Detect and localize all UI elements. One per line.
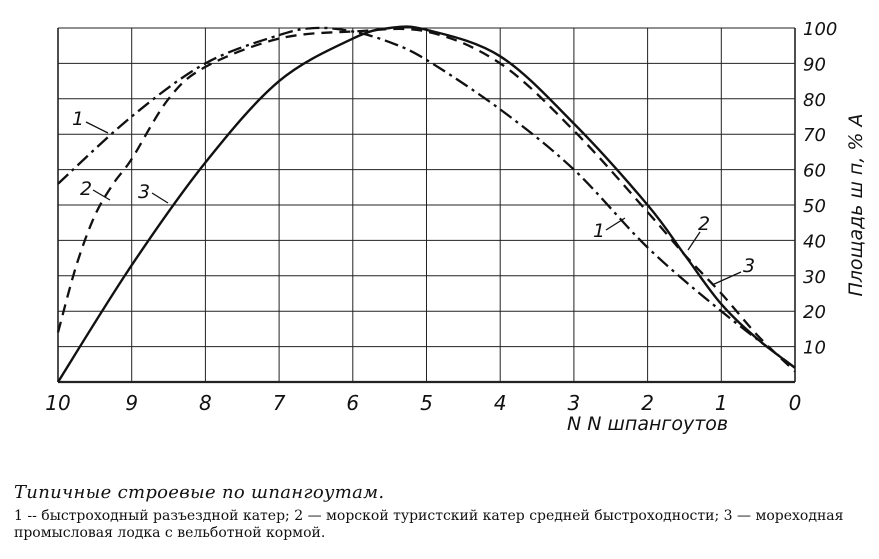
x-tick-labels: 10 9 8 7 6 5 4 3 2 1 0 [45,391,801,415]
x-tick-label: 3 [568,391,581,415]
y-tick-label: 70 [803,125,826,146]
curve-label-leader [711,271,742,286]
caption-legend: 1 -- быстроходный разъездной катер; 2 — … [14,508,844,541]
curve-label-leader [605,217,626,231]
curve-label-leader [687,231,701,251]
x-tick-label: 2 [641,391,654,415]
grid [57,27,796,384]
curve-label-leader [85,121,109,134]
curve-label-leader [92,189,111,201]
series-3-line [56,25,796,383]
series-1-line [57,26,796,369]
curve-label-2: 2 [80,178,92,200]
curves [56,25,796,383]
curve-label-3: 3 [743,255,755,277]
x-axis-label: N N шпангоутов [567,413,728,435]
y-tick-label: 20 [803,302,826,323]
curve-label-3: 3 [138,181,150,203]
y-tick-label: 60 [803,161,826,182]
curve-labels: 1 2 3 1 2 3 [72,108,755,286]
x-tick-label: 7 [273,391,286,415]
x-tick-label: 10 [45,391,70,415]
y-tick-label: 80 [803,90,826,111]
x-tick-label: 0 [789,391,802,415]
y-tick-label: 40 [803,231,826,252]
x-tick-label: 1 [715,391,728,415]
y-tick-label: 100 [803,19,837,40]
x-tick-label: 8 [199,391,212,415]
y-axis-label: Площадь ш п, % A [845,114,867,297]
curve-label-leader [151,192,169,204]
x-tick-label: 4 [494,391,507,415]
y-tick-label: 50 [803,196,826,217]
x-tick-label: 6 [346,391,359,415]
caption-title: Типичные строевые по шпангоутам. [14,482,385,503]
y-tick-label: 10 [803,338,826,359]
x-tick-label: 9 [125,391,138,415]
x-tick-label: 5 [420,391,433,415]
y-tick-label: 30 [803,267,826,288]
curve-label-1: 1 [72,108,84,130]
curve-label-1: 1 [593,220,605,242]
y-tick-label: 90 [803,54,826,75]
y-tick-labels: 10 20 30 40 50 60 70 80 90 100 [803,19,837,359]
curve-label-2: 2 [698,213,710,235]
